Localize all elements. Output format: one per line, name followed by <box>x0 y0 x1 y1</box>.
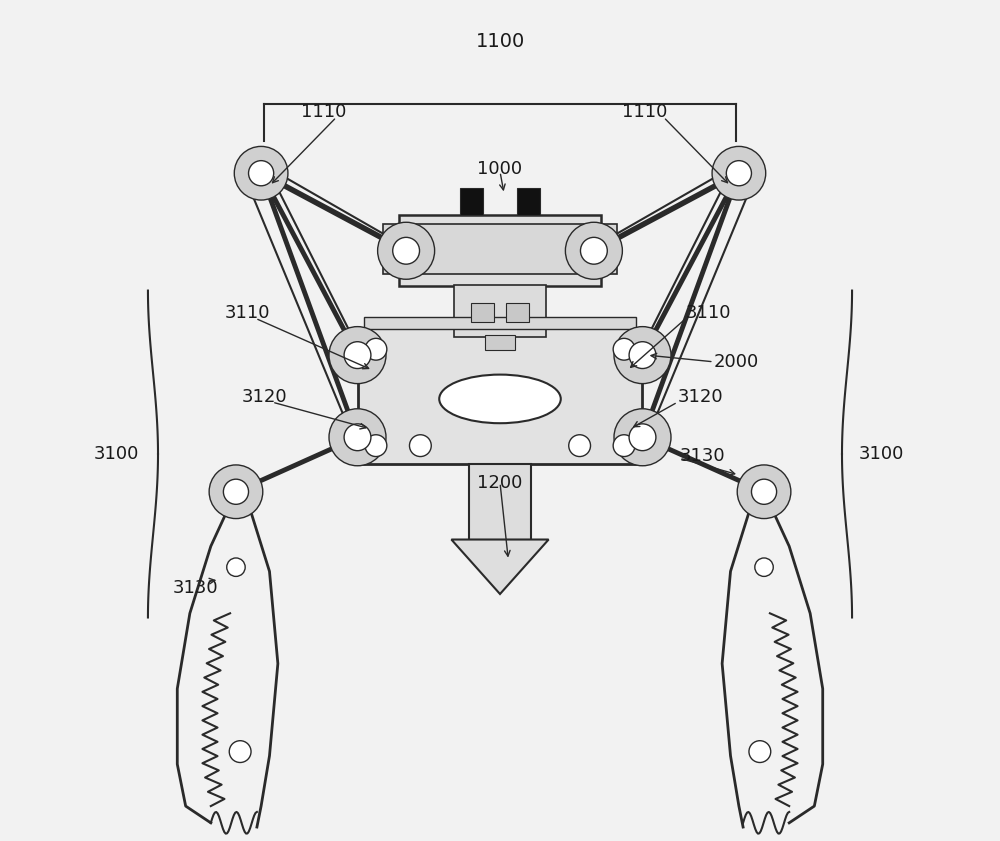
Circle shape <box>209 465 263 519</box>
Text: 1110: 1110 <box>301 103 347 121</box>
Circle shape <box>223 479 249 505</box>
Bar <box>469 464 531 540</box>
Circle shape <box>614 326 671 383</box>
Circle shape <box>229 741 251 763</box>
Bar <box>517 188 540 215</box>
Text: 1110: 1110 <box>622 103 667 121</box>
Circle shape <box>613 338 635 360</box>
Text: 3120: 3120 <box>242 388 287 406</box>
Bar <box>485 335 515 350</box>
Circle shape <box>234 146 288 200</box>
Text: 3100: 3100 <box>859 445 904 463</box>
Circle shape <box>393 237 420 264</box>
Bar <box>358 328 642 464</box>
Bar <box>506 303 529 321</box>
Bar <box>383 224 617 274</box>
Circle shape <box>249 161 274 186</box>
Circle shape <box>749 741 771 763</box>
Circle shape <box>712 146 766 200</box>
Circle shape <box>569 435 591 457</box>
Text: 3120: 3120 <box>678 388 723 406</box>
Bar <box>399 215 601 287</box>
Circle shape <box>737 465 791 519</box>
Circle shape <box>329 326 386 383</box>
Circle shape <box>580 237 607 264</box>
Circle shape <box>329 409 386 466</box>
Circle shape <box>726 161 751 186</box>
Text: 3110: 3110 <box>225 304 271 322</box>
Ellipse shape <box>439 374 561 423</box>
Text: 2000: 2000 <box>714 353 759 371</box>
Circle shape <box>629 424 656 451</box>
Bar <box>471 303 494 321</box>
Circle shape <box>565 222 622 279</box>
Bar <box>364 317 636 329</box>
Circle shape <box>344 341 371 368</box>
Circle shape <box>409 435 431 457</box>
Circle shape <box>227 558 245 576</box>
Text: 3100: 3100 <box>93 445 139 463</box>
Polygon shape <box>451 540 549 594</box>
Circle shape <box>344 424 371 451</box>
Text: 3130: 3130 <box>173 579 219 597</box>
Text: 1000: 1000 <box>477 160 523 178</box>
Bar <box>460 188 483 215</box>
Circle shape <box>613 435 635 457</box>
Text: 1100: 1100 <box>475 32 525 51</box>
Text: 1200: 1200 <box>477 474 523 492</box>
Circle shape <box>378 222 435 279</box>
Circle shape <box>751 479 777 505</box>
Circle shape <box>629 341 656 368</box>
Circle shape <box>365 338 387 360</box>
Circle shape <box>755 558 773 576</box>
Circle shape <box>365 435 387 457</box>
Bar <box>454 285 546 336</box>
Text: 3130: 3130 <box>679 447 725 465</box>
Text: 3110: 3110 <box>686 304 732 322</box>
Circle shape <box>614 409 671 466</box>
